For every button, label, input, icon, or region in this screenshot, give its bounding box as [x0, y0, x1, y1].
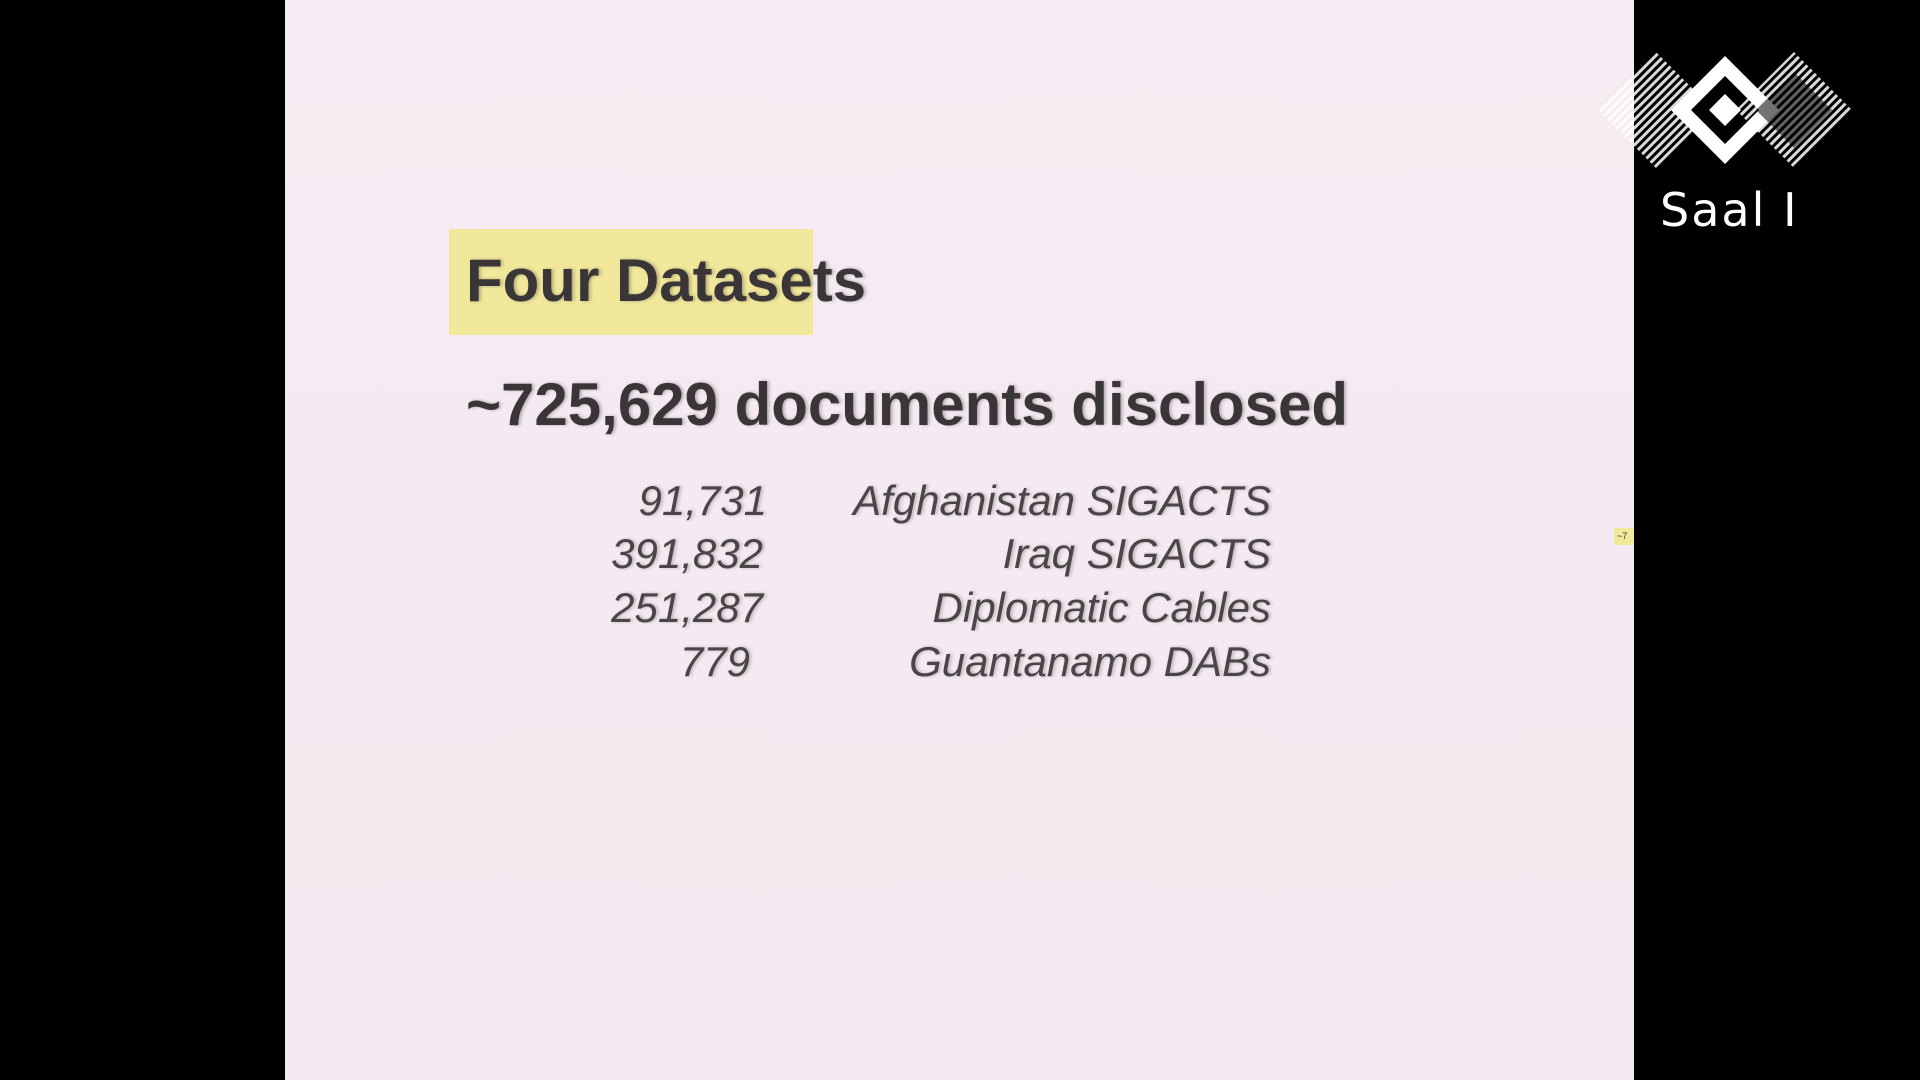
dataset-name: Afghanistan SIGACTS	[853, 477, 1271, 524]
room-label: Saal I	[1660, 183, 1799, 237]
title-highlight-box	[449, 229, 813, 335]
presentation-slide: Four Datasets ~725,629 documents disclos…	[285, 0, 1634, 1080]
dataset-name: Guantanamo DABs	[909, 638, 1271, 685]
dataset-count: 91,731	[638, 477, 767, 524]
slide-title: Four Datasets	[466, 247, 867, 314]
event-logo-icon	[1598, 52, 1852, 168]
dataset-count: 391,832	[611, 530, 763, 577]
slide-thumbnail-marker: ~7	[1614, 528, 1634, 545]
dataset-name: Iraq SIGACTS	[1002, 530, 1271, 577]
dataset-count: 251,287	[611, 584, 763, 631]
dataset-count: 779	[679, 638, 750, 685]
slide-headline: ~725,629 documents disclosed	[466, 371, 1349, 438]
dataset-name: Diplomatic Cables	[932, 584, 1271, 631]
